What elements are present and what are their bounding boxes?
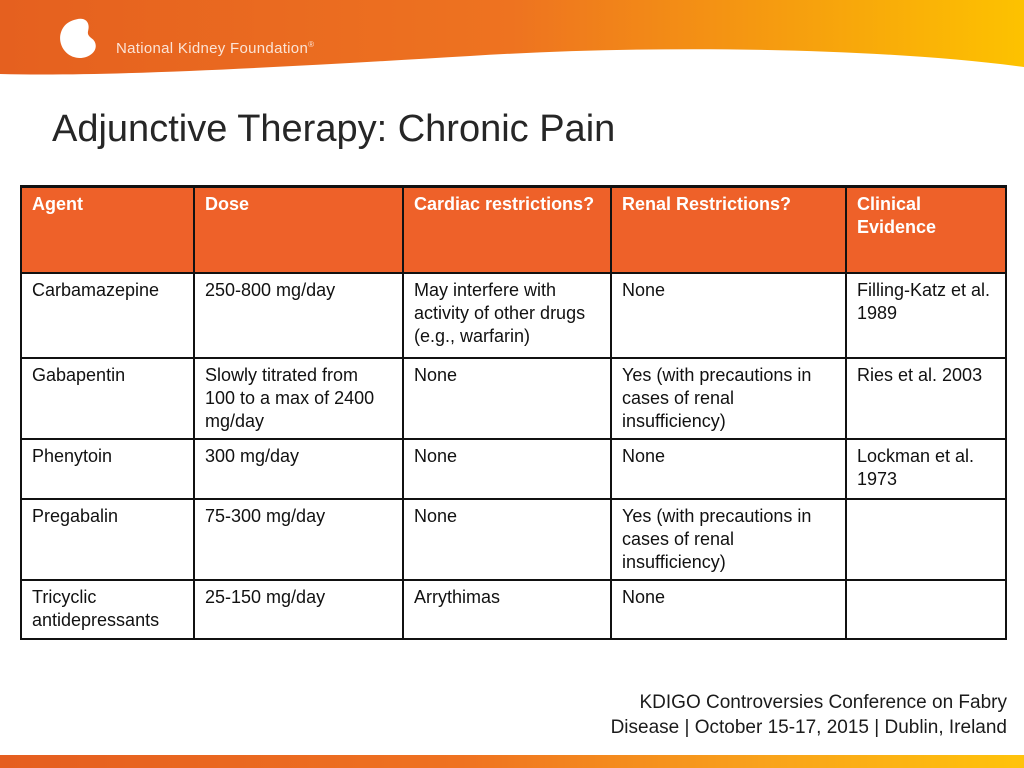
col-header-cardiac: Cardiac restrictions? <box>402 185 612 274</box>
cell-agent: Carbamazepine <box>20 271 195 359</box>
table-row: Tricyclic antidepressants 25-150 mg/day … <box>20 578 1007 640</box>
cell-clinical: Ries et al. 2003 <box>845 356 1007 440</box>
nkf-logo-text: National Kidney Foundation® <box>116 40 314 57</box>
kidney-icon <box>60 18 96 58</box>
slide-title: Adjunctive Therapy: Chronic Pain <box>52 108 616 150</box>
footer-line-1: KDIGO Controversies Conference on Fabry <box>639 692 1008 713</box>
banner-wave-shape <box>0 0 1024 75</box>
cell-cardiac: None <box>402 356 612 440</box>
cell-renal: None <box>610 578 847 640</box>
nkf-logo: National Kidney Foundation® <box>56 18 314 64</box>
cell-agent: Tricyclic antidepressants <box>20 578 195 640</box>
footer-line-2: Disease | October 15-17, 2015 | Dublin, … <box>610 716 1007 738</box>
table-row: Phenytoin 300 mg/day None None Lockman e… <box>20 437 1007 500</box>
cell-cardiac: Arrythimas <box>402 578 612 640</box>
adjunctive-therapy-table: Agent Dose Cardiac restrictions? Renal R… <box>20 185 1007 640</box>
conference-footer: KDIGO Controversies Conference on Fabry … <box>611 691 1007 740</box>
cell-clinical <box>845 578 1007 640</box>
registered-mark: ® <box>308 39 315 49</box>
cell-agent: Gabapentin <box>20 356 195 440</box>
cell-renal: None <box>610 437 847 500</box>
cell-renal: Yes (with precautions in cases of renal … <box>610 356 847 440</box>
cell-clinical: Filling-Katz et al. 1989 <box>845 271 1007 359</box>
table-row: Carbamazepine 250-800 mg/day May interfe… <box>20 271 1007 359</box>
cell-renal: Yes (with precautions in cases of renal … <box>610 497 847 581</box>
cell-dose: 25-150 mg/day <box>193 578 404 640</box>
table-row: Gabapentin Slowly titrated from 100 to a… <box>20 356 1007 440</box>
cell-clinical: Lockman et al. 1973 <box>845 437 1007 500</box>
col-header-agent: Agent <box>20 185 195 274</box>
cell-cardiac: May interfere with activity of other dru… <box>402 271 612 359</box>
cell-clinical <box>845 497 1007 581</box>
cell-dose: 300 mg/day <box>193 437 404 500</box>
table-row: Pregabalin 75-300 mg/day None Yes (with … <box>20 497 1007 581</box>
header-banner: National Kidney Foundation® <box>0 0 1024 80</box>
cell-agent: Pregabalin <box>20 497 195 581</box>
cell-cardiac: None <box>402 437 612 500</box>
col-header-renal: Renal Restrictions? <box>610 185 847 274</box>
cell-cardiac: None <box>402 497 612 581</box>
cell-dose: Slowly titrated from 100 to a max of 240… <box>193 356 404 440</box>
cell-agent: Phenytoin <box>20 437 195 500</box>
nkf-logo-name: National Kidney Foundation <box>116 39 309 57</box>
cell-renal: None <box>610 271 847 359</box>
cell-dose: 75-300 mg/day <box>193 497 404 581</box>
table-header-row: Agent Dose Cardiac restrictions? Renal R… <box>20 185 1007 274</box>
col-header-dose: Dose <box>193 185 404 274</box>
cell-dose: 250-800 mg/day <box>193 271 404 359</box>
bottom-accent-band <box>0 755 1024 768</box>
col-header-clinical: Clinical Evidence <box>845 185 1007 274</box>
